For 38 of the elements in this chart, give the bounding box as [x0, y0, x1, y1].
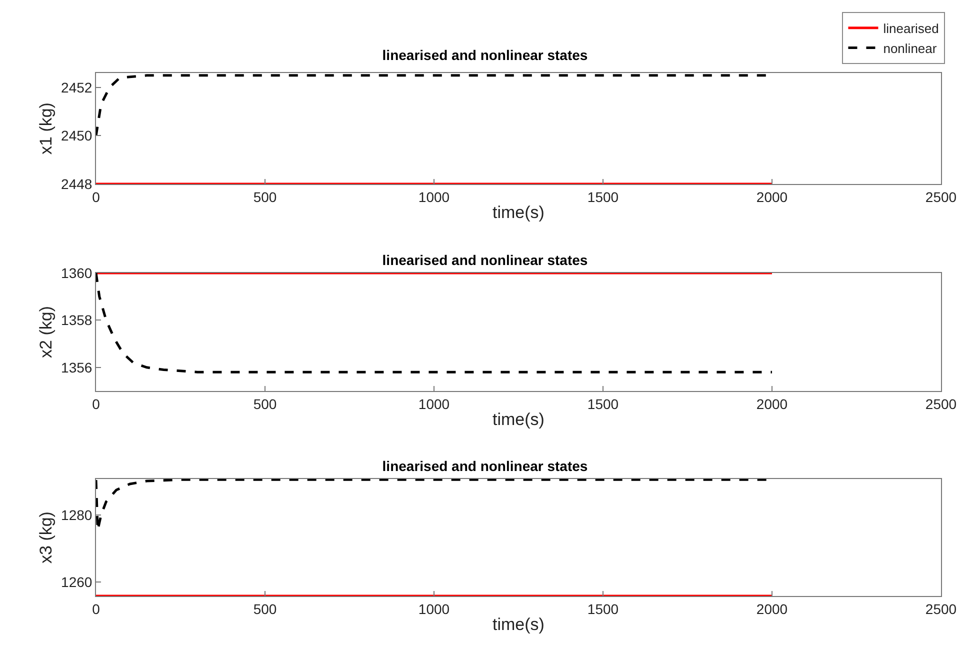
x-tick-label: 0	[92, 396, 100, 412]
y-tick-label: 1260	[61, 574, 92, 590]
y-axis-title: x3 (kg)	[36, 512, 56, 564]
x-tick-label: 500	[253, 396, 277, 412]
x-tick-label: 2000	[756, 396, 788, 412]
x-tick-label: 500	[253, 188, 277, 205]
x-axis-title: time(s)	[492, 203, 544, 222]
chart-title: linearised and nonlinear states	[382, 47, 588, 63]
x-axis-title: time(s)	[492, 410, 544, 430]
chart-title: linearised and nonlinear states	[382, 252, 588, 268]
x-tick-label: 2500	[925, 600, 957, 617]
y-tick-label: 1280	[61, 507, 92, 523]
legend-label: linearised	[883, 20, 939, 36]
x-tick-label: 2000	[756, 188, 788, 205]
y-axis-title: x2 (kg)	[36, 306, 56, 358]
legend-label: nonlinear	[883, 40, 938, 56]
x-tick-label: 1500	[587, 396, 619, 412]
y-tick-label: 1360	[61, 264, 92, 281]
x-tick-label: 1000	[418, 396, 450, 412]
x-tick-label: 2500	[925, 188, 957, 205]
x-tick-label: 1000	[418, 600, 450, 617]
chart-title: linearised and nonlinear states	[382, 458, 588, 474]
x-tick-label: 2500	[925, 396, 957, 412]
x-axis-title: time(s)	[492, 615, 544, 634]
x-tick-label: 1500	[587, 188, 619, 205]
y-tick-label: 1356	[61, 359, 92, 376]
x-tick-label: 1500	[587, 600, 619, 617]
y-tick-label: 2448	[61, 176, 92, 192]
x-tick-label: 0	[92, 188, 100, 205]
y-tick-label: 2450	[61, 128, 92, 144]
x-tick-label: 1000	[418, 188, 450, 205]
x-tick-label: 2000	[756, 600, 788, 617]
x-tick-label: 500	[253, 600, 277, 617]
x-tick-label: 0	[92, 600, 100, 617]
line-series	[96, 273, 774, 374]
y-tick-label: 1358	[61, 312, 92, 328]
y-axis-title: x1 (kg)	[36, 102, 56, 154]
y-tick-label: 2452	[61, 79, 92, 96]
